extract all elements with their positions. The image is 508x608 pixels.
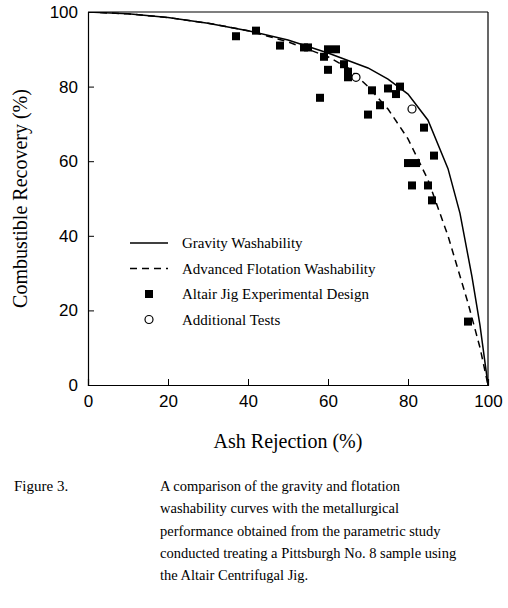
data-point xyxy=(420,124,428,132)
y-tick-label: 20 xyxy=(59,301,78,320)
legend-symbol xyxy=(145,316,153,324)
y-tick: 60 xyxy=(59,152,94,171)
y-axis: 0 20 40 60 80 100 xyxy=(50,3,94,395)
legend-label: Additional Tests xyxy=(182,312,280,328)
chart: 0 20 40 60 80 100 0 20 40 60 80 100 Ash Rejection (%… xyxy=(0,0,508,608)
data-point xyxy=(364,111,372,119)
x-tick-label: 0 xyxy=(84,392,93,411)
y-tick-label: 60 xyxy=(59,152,78,171)
x-tick-label: 80 xyxy=(399,392,418,411)
legend-label: Advanced Flotation Washability xyxy=(182,261,376,277)
y-axis-title: Combustible Recovery (%) xyxy=(9,89,32,308)
y-tick-label: 0 xyxy=(69,376,78,395)
y-tick: 20 xyxy=(59,301,94,320)
data-point xyxy=(324,45,332,53)
data-point xyxy=(430,152,438,160)
y-tick-label: 40 xyxy=(59,227,78,246)
caption-line: performance obtained from the parametric… xyxy=(160,523,441,539)
x-tick: 60 xyxy=(319,379,338,411)
x-tick-mark xyxy=(408,379,409,385)
series-line xyxy=(88,12,488,385)
data-point xyxy=(320,53,328,61)
x-tick: 20 xyxy=(159,379,178,411)
y-tick: 80 xyxy=(59,78,94,97)
data-point xyxy=(408,105,416,113)
x-tick-mark xyxy=(248,379,249,385)
legend: Gravity Washability Advanced Flotation Wa… xyxy=(130,235,376,328)
y-tick-mark xyxy=(88,236,94,237)
x-tick-mark xyxy=(328,379,329,385)
y-tick-label: 100 xyxy=(50,3,78,22)
legend-symbol xyxy=(130,242,168,244)
data-point xyxy=(376,101,384,109)
x-tick-mark xyxy=(488,379,489,385)
frame-right xyxy=(487,12,488,385)
x-axis-title: Ash Rejection (%) xyxy=(214,430,363,453)
x-axis: 0 20 40 60 80 100 xyxy=(84,379,503,411)
data-point xyxy=(464,318,472,326)
x-tick-label: 100 xyxy=(474,392,502,411)
caption-line: washability curves with the metallurgica… xyxy=(160,500,399,516)
x-tick-mark xyxy=(168,379,169,385)
y-tick-mark xyxy=(88,385,94,386)
y-tick: 100 xyxy=(50,3,94,22)
x-tick: 80 xyxy=(399,379,418,411)
x-axis-line xyxy=(89,379,489,386)
data-point xyxy=(404,159,412,167)
y-tick-mark xyxy=(88,310,94,311)
data-point xyxy=(332,45,340,53)
data-point xyxy=(396,83,404,91)
data-point xyxy=(316,94,324,102)
data-point xyxy=(408,181,416,189)
y-tick: 40 xyxy=(59,227,94,246)
data-point xyxy=(276,42,284,50)
caption-line: conducted treating a Pittsburgh No. 8 sa… xyxy=(160,545,456,561)
data-point xyxy=(412,159,420,167)
x-tick: 40 xyxy=(239,379,258,411)
series-line xyxy=(88,12,488,385)
y-axis-line xyxy=(89,13,95,386)
plot-area xyxy=(88,12,488,385)
data-point xyxy=(304,43,312,51)
legend-symbol xyxy=(130,268,168,270)
caption-label: Figure 3. xyxy=(14,478,68,494)
data-point xyxy=(368,86,376,94)
data-point xyxy=(352,73,360,81)
caption-line: A comparison of the gravity and flotatio… xyxy=(160,478,401,494)
y-tick-label: 80 xyxy=(59,78,78,97)
caption-line: the Altair Centrifugal Jig. xyxy=(160,567,308,583)
frame-top xyxy=(88,11,488,12)
data-point xyxy=(428,196,436,204)
data-point xyxy=(252,27,260,35)
data-point xyxy=(384,84,392,92)
data-point xyxy=(392,90,400,98)
x-tick: 100 xyxy=(474,379,502,411)
x-tick-label: 20 xyxy=(159,392,178,411)
x-tick-label: 60 xyxy=(319,392,338,411)
legend-symbol xyxy=(145,290,153,298)
data-point xyxy=(232,32,240,40)
legend-label: Altair Jig Experimental Design xyxy=(182,286,370,302)
x-tick-label: 40 xyxy=(239,392,258,411)
caption: Figure 3. A comparison of the gravity and… xyxy=(14,478,456,583)
data-point xyxy=(344,68,352,76)
data-point xyxy=(340,60,348,68)
y-tick-mark xyxy=(88,161,94,162)
data-point xyxy=(424,181,432,189)
y-tick-mark xyxy=(88,87,94,88)
legend-label: Gravity Washability xyxy=(182,235,303,251)
y-tick: 0 xyxy=(69,376,94,395)
data-point xyxy=(324,66,332,74)
